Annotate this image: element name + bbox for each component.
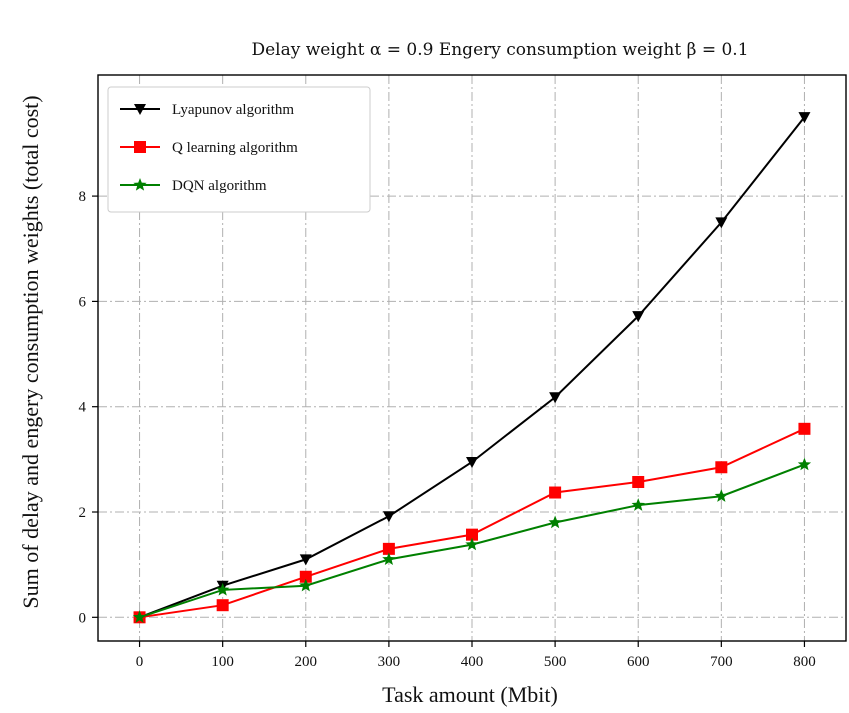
data-point [798, 112, 811, 124]
data-point [631, 498, 645, 511]
chart-title: Delay weight α = 0.9 Engery consumption … [251, 40, 748, 60]
x-tick-label: 100 [211, 654, 234, 670]
data-point [714, 489, 728, 502]
data-point [299, 578, 313, 592]
legend-label: DQN algorithm [172, 178, 267, 194]
x-tick-label: 700 [710, 654, 733, 670]
data-point [299, 554, 312, 566]
x-axis-label: Task amount (Mbit) [382, 682, 558, 707]
legend-box [107, 86, 371, 213]
legend-marker [133, 178, 147, 191]
data-point [382, 552, 396, 566]
series-layer [132, 112, 812, 624]
legend: Lyapunov algorithm Q learning algorithm DQ… [107, 86, 371, 213]
y-axis-label: Sum of delay and engery consumption weig… [18, 95, 43, 608]
data-point [382, 542, 395, 555]
data-point [632, 475, 645, 488]
y-tick-label: 0 [79, 610, 87, 626]
data-point [632, 311, 645, 323]
legend-marker [134, 141, 146, 153]
data-point [216, 582, 230, 596]
x-tick-label: 500 [544, 654, 567, 670]
data-point [299, 570, 312, 583]
data-point [382, 511, 395, 523]
data-point [132, 610, 147, 623]
y-tick-label: 6 [79, 294, 87, 310]
data-point [715, 217, 728, 229]
data-point [715, 461, 728, 474]
data-point [797, 457, 812, 471]
legend-marker [134, 104, 146, 115]
legend-item: Q learning algorithm [120, 140, 298, 156]
y-tick-label: 2 [79, 505, 87, 521]
y-tick-label: 4 [79, 400, 87, 416]
data-point [798, 422, 811, 435]
legend-label: Lyapunov algorithm [172, 102, 294, 118]
ticks: 0 100 200 300 400 500 600 700 800 0 2 4 6 8 [79, 189, 816, 670]
data-point [216, 599, 229, 612]
y-tick-label: 8 [79, 189, 87, 205]
data-point [466, 456, 478, 468]
x-tick-label: 0 [136, 654, 144, 670]
data-point [548, 515, 562, 529]
legend-label: Q learning algorithm [172, 140, 298, 156]
x-tick-label: 200 [295, 654, 318, 670]
series-dqn-algorithm [132, 457, 812, 623]
data-point [549, 392, 562, 404]
data-point [466, 528, 478, 541]
x-tick-label: 300 [378, 654, 401, 670]
legend-item: DQN algorithm [120, 178, 267, 194]
data-point [549, 486, 562, 499]
x-tick-label: 600 [627, 654, 650, 670]
data-point [465, 537, 479, 551]
x-tick-label: 800 [793, 654, 816, 670]
x-tick-label: 400 [461, 654, 484, 670]
legend-item: Lyapunov algorithm [120, 102, 294, 118]
